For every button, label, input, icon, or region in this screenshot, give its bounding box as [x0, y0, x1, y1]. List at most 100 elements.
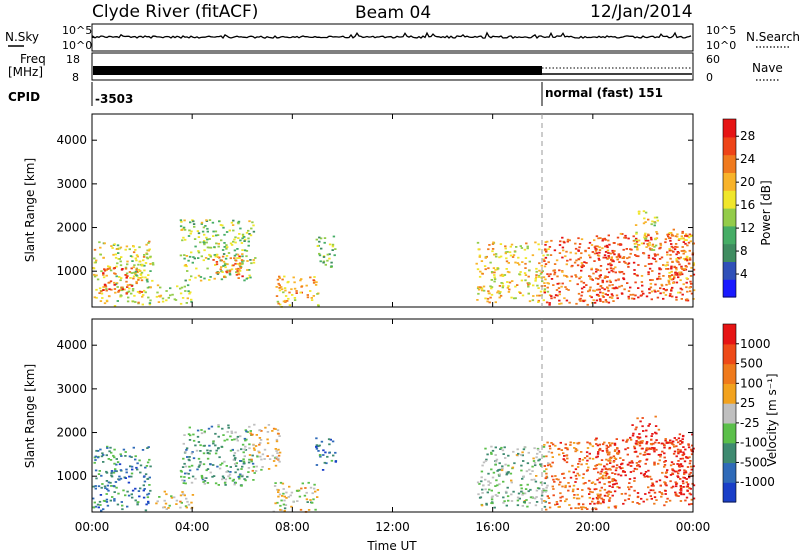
echo-cell	[495, 458, 499, 461]
echo-cell	[663, 446, 666, 449]
echo-cell	[330, 265, 333, 268]
echo-cell	[132, 277, 135, 280]
echo-cell	[678, 238, 681, 240]
echo-cell	[616, 297, 619, 300]
echo-cell	[565, 275, 568, 277]
echo-cell	[672, 452, 676, 455]
echo-cell	[585, 469, 589, 472]
echo-cell	[266, 442, 270, 445]
echo-cell	[229, 449, 233, 452]
echo-cell	[243, 279, 246, 282]
echo-cell	[510, 493, 513, 496]
station-title: Clyde River (fitACF)	[92, 2, 258, 22]
echo-cell	[490, 293, 494, 296]
echo-cell	[638, 444, 642, 447]
echo-cell	[683, 239, 686, 241]
echo-cell	[95, 259, 98, 262]
echo-cell	[95, 288, 98, 291]
echo-cell	[184, 264, 187, 266]
echo-cell	[510, 479, 513, 482]
echo-cell	[535, 267, 538, 270]
echo-region	[98, 267, 144, 295]
echo-cell	[209, 255, 212, 258]
echo-cell	[316, 245, 319, 247]
echo-cell	[598, 447, 602, 450]
echo-cell	[243, 455, 246, 458]
echo-cell	[490, 451, 493, 454]
echo-cell	[550, 442, 553, 444]
echo-cell	[134, 257, 137, 260]
echo-cell	[148, 484, 151, 486]
echo-cell	[658, 258, 662, 260]
echo-cell	[529, 473, 532, 475]
echo-cell	[543, 444, 546, 446]
echo-cell	[638, 433, 641, 435]
echo-cell	[149, 286, 152, 289]
echo-cell	[616, 447, 619, 449]
echo-cell	[521, 492, 525, 495]
freq-band-dense	[93, 66, 542, 75]
echo-cell	[252, 230, 256, 233]
echo-cell	[247, 229, 250, 232]
echo-cell	[668, 499, 672, 502]
echo-cell	[129, 465, 132, 468]
echo-cell	[115, 458, 118, 460]
echo-cell	[675, 268, 678, 271]
echo-cell	[614, 279, 618, 282]
echo-cell	[105, 498, 109, 501]
echo-cell	[134, 301, 137, 303]
echo-cell	[135, 282, 138, 285]
echo-cell	[601, 477, 605, 480]
echo-cell	[236, 263, 240, 265]
echo-cell	[243, 437, 247, 440]
echo-cell	[249, 234, 253, 237]
echo-cell	[214, 432, 217, 435]
echo-cell	[671, 246, 675, 249]
echo-cell	[611, 480, 614, 482]
echo-cell	[147, 500, 150, 503]
echo-cell	[563, 477, 566, 479]
echo-cell	[181, 297, 185, 299]
echo-cell	[113, 288, 117, 290]
echo-cell	[215, 449, 218, 452]
echo-cell	[660, 492, 663, 494]
echo-cell	[533, 478, 536, 481]
echo-cell	[139, 274, 143, 276]
echo-cell	[504, 463, 507, 466]
echo-cell	[215, 242, 218, 245]
echo-cell	[490, 287, 493, 290]
echo-cell	[576, 488, 579, 490]
echo-cell	[627, 498, 630, 500]
echo-cell	[531, 299, 535, 302]
echo-cell	[251, 221, 254, 224]
echo-cell	[476, 287, 480, 290]
echo-cell	[223, 233, 226, 236]
echo-cell	[650, 262, 653, 265]
echo-cell	[536, 294, 539, 297]
echo-cell	[324, 451, 327, 454]
echo-cell	[137, 268, 141, 271]
echo-cell	[484, 447, 487, 450]
echo-cell	[490, 496, 494, 499]
echo-cell	[96, 450, 100, 452]
echo-cell	[641, 290, 644, 293]
echo-cell	[637, 464, 640, 466]
echo-cell	[109, 280, 113, 283]
echo-cell	[544, 490, 547, 493]
echo-cell	[135, 267, 138, 270]
echo-cell	[197, 232, 201, 235]
echo-cell	[587, 290, 590, 293]
echo-cell	[282, 503, 286, 506]
echo-cell	[628, 482, 631, 484]
echo-cell	[601, 443, 605, 446]
echo-cell	[677, 472, 680, 475]
echo-cell	[267, 468, 271, 470]
echo-cell	[197, 250, 200, 252]
echo-cell	[310, 297, 313, 299]
echo-cell	[617, 278, 620, 281]
echo-cell	[530, 478, 533, 481]
echo-cell	[94, 455, 97, 458]
echo-cell	[614, 271, 617, 274]
echo-cell	[542, 489, 546, 492]
echo-cell	[494, 454, 497, 456]
